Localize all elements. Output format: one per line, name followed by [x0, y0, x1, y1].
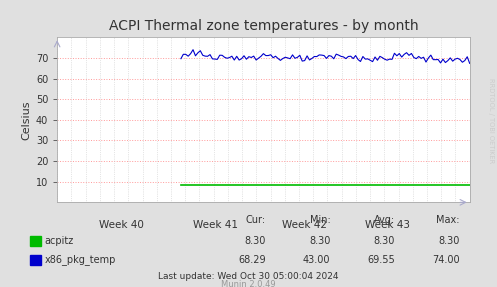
- Text: Munin 2.0.49: Munin 2.0.49: [221, 280, 276, 287]
- Text: 69.55: 69.55: [367, 255, 395, 265]
- Text: 74.00: 74.00: [432, 255, 460, 265]
- Text: Week 42: Week 42: [282, 220, 327, 230]
- Text: 8.30: 8.30: [245, 236, 266, 246]
- Text: 8.30: 8.30: [374, 236, 395, 246]
- Text: 43.00: 43.00: [303, 255, 331, 265]
- Text: acpitz: acpitz: [45, 236, 74, 246]
- Text: RRDTOOL / TOBI OETIKER: RRDTOOL / TOBI OETIKER: [488, 78, 494, 163]
- Text: Last update: Wed Oct 30 05:00:04 2024: Last update: Wed Oct 30 05:00:04 2024: [158, 272, 339, 281]
- Title: ACPI Thermal zone temperatures - by month: ACPI Thermal zone temperatures - by mont…: [109, 19, 418, 33]
- FancyBboxPatch shape: [30, 236, 41, 246]
- Text: Min:: Min:: [310, 215, 331, 225]
- FancyBboxPatch shape: [30, 255, 41, 265]
- Text: Max:: Max:: [436, 215, 460, 225]
- Text: Avg:: Avg:: [374, 215, 395, 225]
- Text: Week 40: Week 40: [99, 220, 144, 230]
- Text: 8.30: 8.30: [438, 236, 460, 246]
- Text: Cur:: Cur:: [246, 215, 266, 225]
- Text: 8.30: 8.30: [309, 236, 331, 246]
- Text: 68.29: 68.29: [238, 255, 266, 265]
- Text: Week 43: Week 43: [365, 220, 410, 230]
- Text: Week 41: Week 41: [193, 220, 239, 230]
- Y-axis label: Celsius: Celsius: [21, 100, 32, 139]
- Text: x86_pkg_temp: x86_pkg_temp: [45, 254, 116, 265]
